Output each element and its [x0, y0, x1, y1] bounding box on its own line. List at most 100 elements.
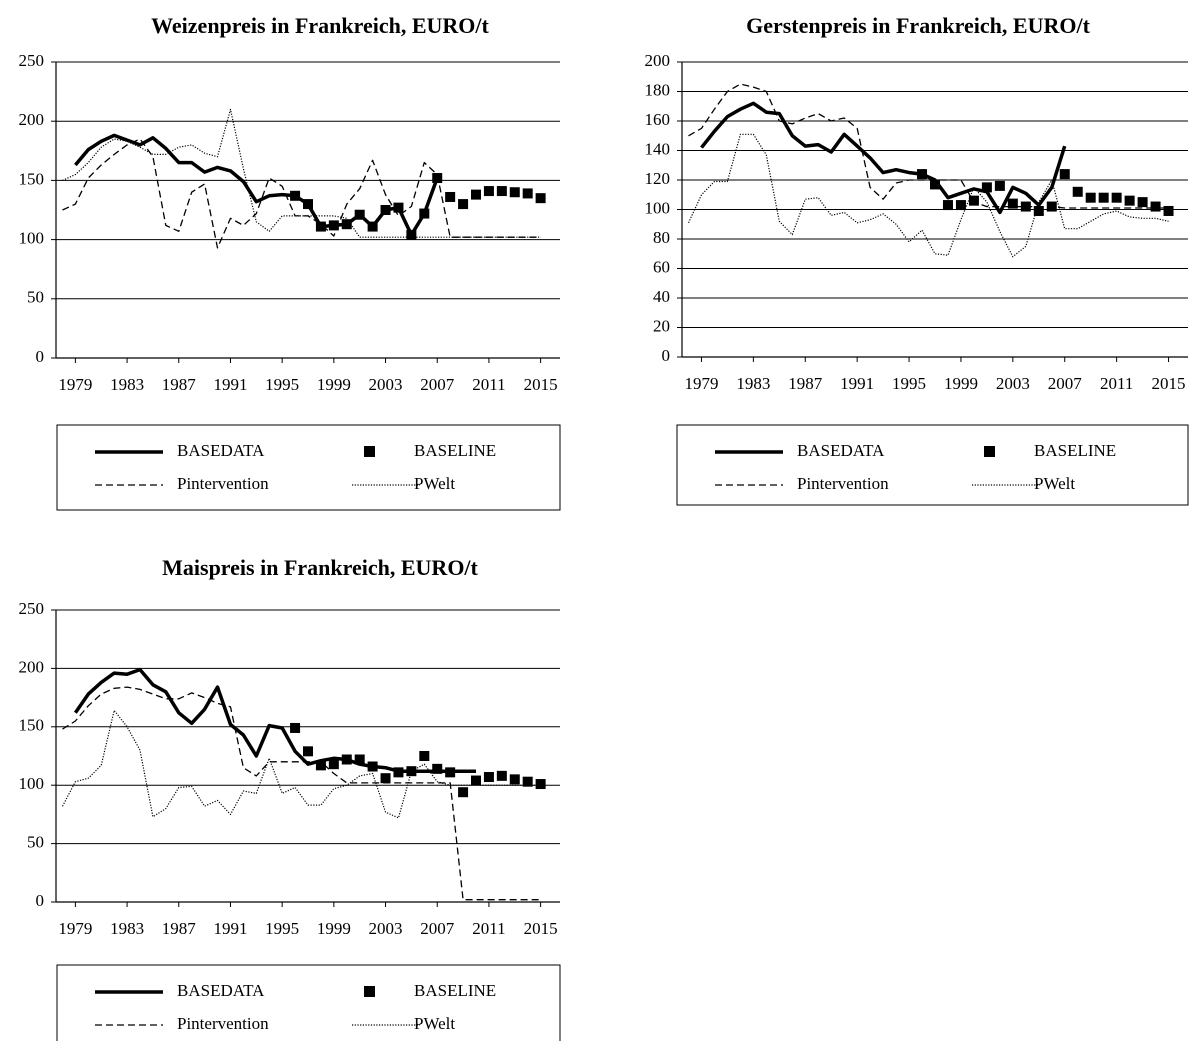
y-tick-label: 250: [19, 599, 45, 618]
legend-label: BASELINE: [414, 981, 496, 1000]
chart-title: Gerstenpreis in Frankreich, EURO/t: [746, 13, 1091, 38]
marker: [458, 787, 469, 798]
marker: [509, 774, 520, 785]
marker: [315, 221, 326, 232]
legend-label: Pintervention: [177, 1014, 269, 1033]
marker: [1085, 192, 1096, 203]
chart-title: Maispreis in Frankreich, EURO/t: [162, 555, 478, 580]
y-tick-label: 180: [645, 80, 671, 99]
marker: [354, 754, 365, 765]
marker: [1020, 201, 1031, 212]
marker: [535, 779, 546, 790]
x-tick-label: 1991: [840, 374, 874, 393]
marker: [380, 205, 391, 215]
marker: [483, 772, 494, 783]
x-tick-label: 1987: [162, 919, 197, 938]
y-tick-label: 120: [645, 169, 671, 188]
x-tick-label: 2007: [420, 919, 455, 938]
series-line: [62, 108, 541, 238]
marker: [968, 195, 979, 206]
y-tick-label: 40: [653, 287, 670, 306]
x-tick-label: 1987: [162, 375, 197, 394]
legend-box: [676, 424, 1189, 506]
y-tick-label: 200: [645, 51, 671, 70]
marker: [380, 773, 391, 784]
series-line: [73, 667, 476, 773]
marker: [367, 761, 378, 772]
marker: [917, 169, 928, 180]
y-tick-label: 140: [645, 139, 671, 158]
x-tick-label: 2015: [524, 919, 558, 938]
y-tick-label: 150: [19, 169, 45, 188]
x-tick-label: 1995: [265, 919, 299, 938]
marker: [981, 182, 992, 193]
marker: [1059, 169, 1070, 180]
series-line: [74, 133, 439, 237]
chart: Maispreis in Frankreich, EURO/t 0 50 100 150…: [19, 555, 561, 1041]
x-tick-label: 2003: [996, 374, 1030, 393]
legend-label: BASELINE: [414, 441, 496, 460]
marker: [942, 200, 953, 211]
legend-label: PWelt: [1034, 474, 1075, 493]
marker: [328, 220, 339, 231]
marker: [315, 760, 326, 771]
x-tick-label: 1983: [736, 374, 770, 393]
marker: [1163, 205, 1174, 216]
y-tick-label: 50: [27, 288, 44, 307]
marker: [509, 187, 520, 198]
y-tick-label: 20: [653, 316, 670, 335]
marker: [328, 759, 339, 770]
x-tick-label: 1995: [265, 375, 299, 394]
marker: [496, 186, 507, 197]
x-tick-label: 1991: [213, 919, 247, 938]
legend-label: BASEDATA: [177, 441, 265, 460]
y-tick-label: 0: [36, 891, 45, 910]
marker: [419, 751, 430, 761]
marker: [522, 776, 533, 787]
legend-label: BASEDATA: [797, 441, 885, 460]
y-tick-label: 100: [19, 229, 45, 248]
marker: [367, 221, 378, 232]
y-tick-label: 50: [27, 833, 44, 852]
legend-label: Pintervention: [797, 474, 889, 493]
marker: [483, 186, 494, 197]
y-tick-label: 100: [19, 774, 45, 793]
y-tick-label: 100: [645, 198, 671, 217]
x-tick-label: 1987: [788, 374, 823, 393]
marker: [1150, 201, 1161, 212]
marker: [994, 180, 1005, 191]
marker: [393, 202, 404, 213]
y-tick-label: 80: [653, 228, 670, 247]
y-tick-label: 200: [19, 657, 45, 676]
x-tick-label: 1983: [110, 375, 144, 394]
x-tick-label: 2015: [1152, 374, 1186, 393]
x-tick-label: 1979: [58, 919, 92, 938]
marker: [930, 179, 940, 190]
marker: [1033, 205, 1044, 216]
marker: [535, 193, 546, 204]
x-tick-label: 1999: [317, 919, 351, 938]
marker: [290, 190, 301, 201]
x-tick-label: 2003: [369, 919, 403, 938]
x-tick-label: 2011: [472, 375, 505, 394]
legend-label: BASELINE: [1034, 441, 1116, 460]
legend-marker: [984, 446, 995, 457]
x-tick-label: 2003: [369, 375, 403, 394]
chart-title: Weizenpreis in Frankreich, EURO/t: [151, 13, 489, 38]
x-tick-label: 2011: [1100, 374, 1133, 393]
marker: [471, 189, 481, 200]
y-tick-label: 0: [662, 346, 671, 365]
y-tick-label: 150: [19, 716, 45, 735]
marker: [1046, 201, 1057, 212]
series-line: [700, 101, 1067, 215]
series-line: [62, 138, 541, 249]
x-tick-label: 1999: [944, 374, 978, 393]
legend-marker: [364, 446, 375, 457]
marker: [406, 229, 417, 240]
marker: [432, 173, 443, 184]
chart: Gerstenpreis in Frankreich, EURO/t 0 20 40 6…: [645, 13, 1189, 506]
legend-label: BASEDATA: [177, 981, 265, 1000]
x-tick-label: 1999: [317, 375, 351, 394]
y-tick-label: 60: [653, 257, 670, 276]
